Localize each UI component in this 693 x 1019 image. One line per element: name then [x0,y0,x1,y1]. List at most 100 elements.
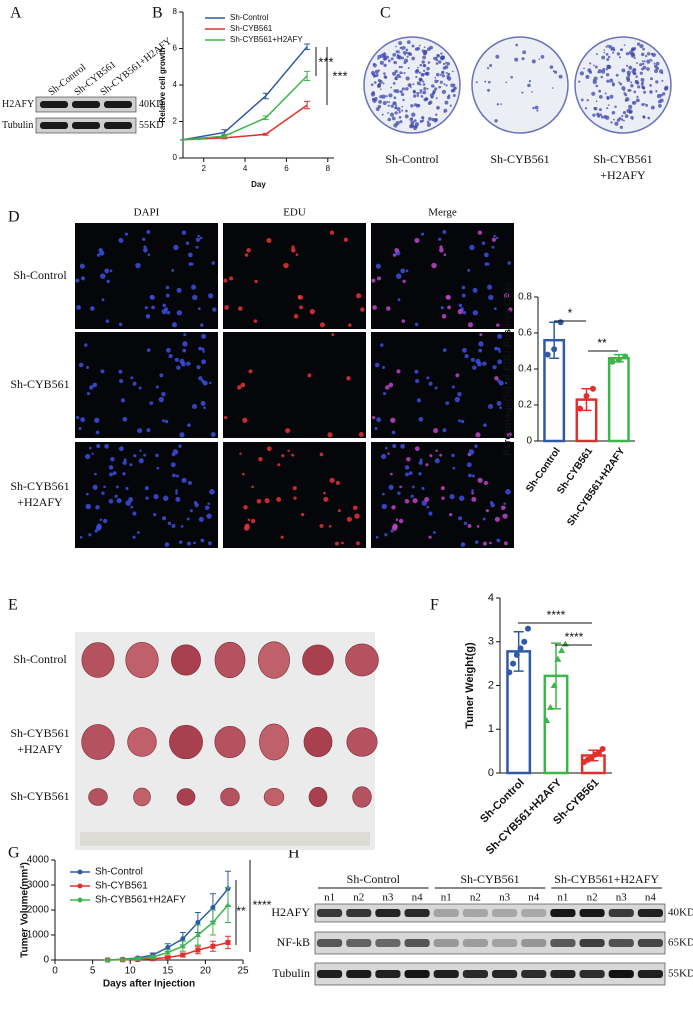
cell [293,496,297,500]
colony [390,86,393,89]
cell [201,333,207,339]
cell [414,237,420,243]
cell [142,237,146,241]
cell [208,293,214,299]
colony [404,114,409,119]
colony [640,52,645,57]
colony [429,100,433,104]
cell [438,247,444,253]
colony [484,80,487,83]
colony [395,89,400,94]
colony [593,76,598,81]
blot-band [550,909,576,917]
blot-band [375,939,401,947]
cell [185,241,190,245]
annotation: ** [597,336,607,350]
colony [649,83,653,87]
blot-band [104,122,132,129]
size-label: 65KD [668,937,693,949]
colony [597,114,601,118]
x-tick-label: 10 [125,966,137,977]
colony [540,55,545,59]
lane-label: n2 [587,892,598,904]
cell [377,276,382,281]
colony [436,105,440,110]
colony [642,115,646,119]
colony [606,64,612,70]
colony [394,111,398,115]
colony [396,53,399,57]
cell [89,385,94,390]
colony [621,68,626,73]
colony [642,87,646,90]
y-tick-label: 2000 [27,905,50,916]
cell [84,343,88,347]
cell [426,505,430,509]
y-tick-label: 0 [526,436,532,447]
colony [594,65,598,69]
cell [408,471,413,476]
cell [507,261,511,265]
cell [181,477,187,483]
cell [171,523,176,528]
row-label: +H2AFY [17,742,63,756]
blot-band [346,939,372,947]
cell [493,234,496,238]
marker [209,919,216,925]
colony [422,69,426,73]
colony [387,111,389,114]
legend-label: Sh-CYB561 [95,881,148,892]
cell [505,488,511,495]
cell [149,295,154,300]
cell [146,229,151,234]
colony [605,45,608,48]
colony [392,71,397,76]
cell [112,471,117,476]
row-label: H2AFY [2,99,34,110]
blot-band [404,970,430,978]
cell [376,417,382,423]
cell [337,509,341,513]
colony [592,113,596,117]
cell [434,458,440,464]
colony [413,94,417,98]
colony [631,101,635,104]
cell [331,333,335,337]
point [506,669,513,676]
colony [427,61,431,64]
colony [440,52,443,55]
cell [168,354,173,359]
marker [149,954,156,959]
colony [417,104,421,107]
cell [498,350,502,353]
cell [459,495,465,501]
colony [628,104,633,110]
colony [531,90,533,93]
colony [521,57,525,61]
cell [497,333,503,339]
cell [166,347,171,353]
colony [534,105,539,110]
colony [407,67,410,69]
cell [455,373,460,378]
chart: 0 0.2 0.4 0.6 0.8 Percentage(%) of EDU Positi… [503,282,635,528]
lane-label: n2 [470,892,481,904]
colony [649,90,653,94]
cell [197,234,200,238]
colony [385,95,388,98]
cell [86,391,91,396]
cell [404,465,410,470]
cell [354,513,360,519]
cell [161,308,168,315]
cell [223,278,228,283]
colony [618,81,621,84]
colony [624,93,628,97]
cell [281,454,285,458]
cell [178,540,183,544]
cell [468,473,472,478]
colony [486,67,490,70]
colony [400,90,403,93]
cell [449,494,455,500]
tumor [127,727,157,757]
colony [401,105,404,108]
